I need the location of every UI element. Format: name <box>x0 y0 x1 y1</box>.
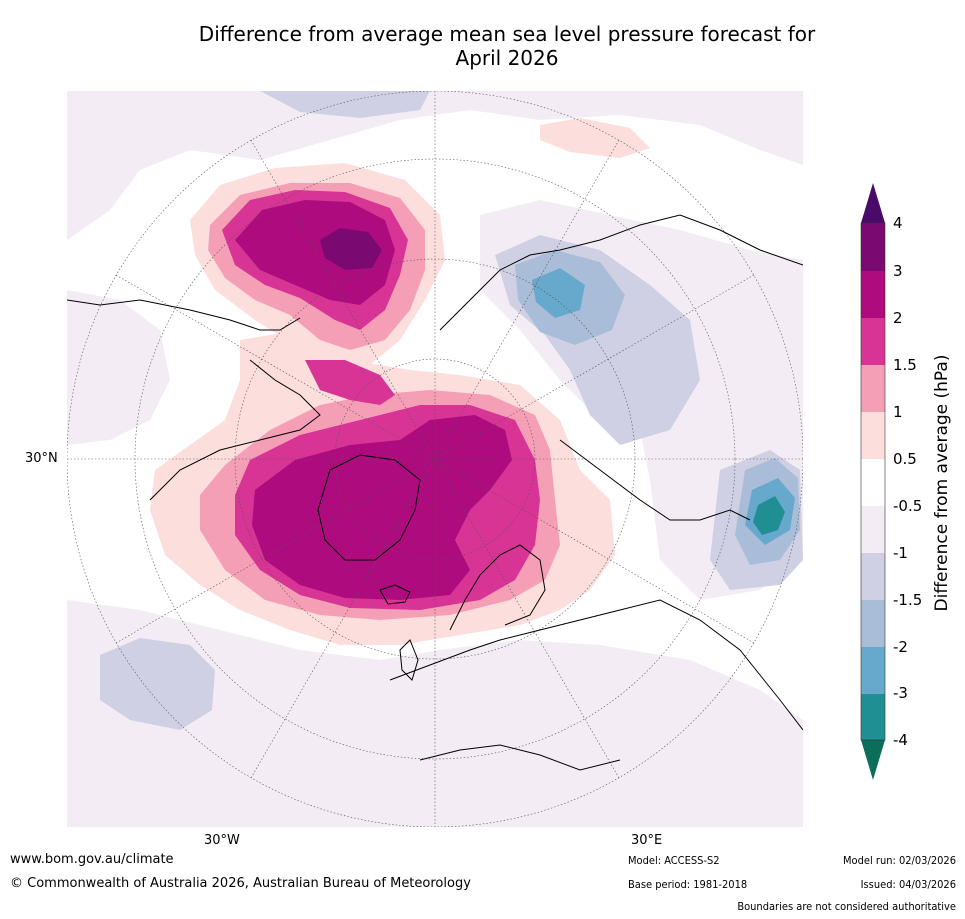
anomaly-region-pos-very-strong-north-atlantic <box>235 200 395 305</box>
chart-title: Difference from average mean sea level p… <box>0 22 965 70</box>
colorbar-tick: -2 <box>893 638 908 656</box>
anomaly-region-neg-weak-south <box>67 600 803 827</box>
colorbar-tick: 4 <box>893 214 903 232</box>
colorbar-tick: 2 <box>893 309 903 327</box>
canada-arctic-coast <box>149 359 321 501</box>
colorbar-tick: -4 <box>893 731 908 749</box>
lon-label-30e: 30°E <box>631 833 663 848</box>
colorbar-tick: 1.5 <box>893 356 917 374</box>
colorbar-tick: -0.5 <box>893 497 923 515</box>
colorbar-tick: -1.5 <box>893 591 923 609</box>
colorbar-segment-neg1.5-neg1 <box>861 553 885 600</box>
footer-copyright: © Commonwealth of Australia 2026, Austra… <box>10 876 471 891</box>
colorbar-segment-neg1-neg0.5 <box>861 506 885 553</box>
europe-coast <box>389 599 803 731</box>
scandinavia-coast <box>449 544 546 631</box>
title-line-2: April 2026 <box>455 46 559 70</box>
colorbar-tick: 3 <box>893 262 903 280</box>
footer-boundaries-note: Boundaries are not considered authoritat… <box>737 900 956 913</box>
anomaly-region-pos-extreme-north-atlantic <box>320 228 382 270</box>
anomaly-region-neg-moderate-atlantic <box>100 638 215 730</box>
anomaly-region-neg-weak-west <box>67 290 170 445</box>
footer-issued: Issued: 04/03/2026 <box>860 878 956 891</box>
anomaly-region-pos-very-strong-arctic <box>252 415 512 600</box>
map-panel <box>67 91 803 827</box>
footer-base-period: Base period: 1981-2018 <box>628 878 748 891</box>
colorbar-segment-neg2-neg1.5 <box>861 600 885 647</box>
greenland-coast <box>317 454 421 561</box>
colorbar-frame <box>860 222 886 741</box>
british-isles-coast <box>399 639 419 681</box>
anomaly-region-pos-weak-pacific <box>540 118 650 158</box>
footer-model-run: Model run: 02/03/2026 <box>843 854 956 867</box>
colorbar-tick: -3 <box>893 684 908 702</box>
colorbar-tick: 0.5 <box>893 450 917 468</box>
lat-label-30n: 30°N <box>25 451 58 466</box>
colorbar-segment-neg4-neg3 <box>861 694 885 740</box>
anomaly-region-neg-extreme-asia <box>753 496 785 535</box>
colorbar-extend-top <box>861 183 885 223</box>
anomaly-region-neg-weak-pacific <box>67 91 803 240</box>
mediterranean-coast <box>419 744 621 771</box>
footer-model: Model: ACCESS-S2 <box>628 854 720 867</box>
graticule-circle <box>334 358 536 560</box>
colorbar-segment-neg3-neg2 <box>861 647 885 694</box>
footer-website: www.bom.gov.au/climate <box>10 852 174 867</box>
iceland-coast <box>379 584 411 605</box>
colorbar-segment-2-3 <box>861 271 885 318</box>
colorbar-segment-0.5-1 <box>861 412 885 459</box>
siberia-coast <box>439 214 803 331</box>
colorbar-segment-3-4 <box>861 223 885 271</box>
anomaly-region-neg-very-strong-siberia <box>532 268 585 318</box>
colorbar-segment-1.5-2 <box>861 318 885 365</box>
colorbar <box>860 183 886 780</box>
colorbar-segment-neg0.5-0.5 <box>861 459 885 506</box>
graticule <box>67 91 803 827</box>
anomaly-region-pos-strong-arctic-shore <box>305 360 395 405</box>
coastlines <box>67 214 803 771</box>
alaska-coast <box>67 299 301 331</box>
anomaly-region-neg-moderate-pacific <box>260 91 430 118</box>
lon-label-30w: 30°W <box>204 833 240 848</box>
colorbar-extend-bottom <box>861 740 885 780</box>
eurasia-interior-coast <box>559 439 751 521</box>
colorbar-title: Difference from average (hPa) <box>932 354 952 612</box>
title-line-1: Difference from average mean sea level p… <box>198 22 816 46</box>
graticule-meridian <box>115 274 755 644</box>
colorbar-tick: -1 <box>893 544 908 562</box>
colorbar-tick: 1 <box>893 403 903 421</box>
colorbar-segment-1-1.5 <box>861 365 885 412</box>
